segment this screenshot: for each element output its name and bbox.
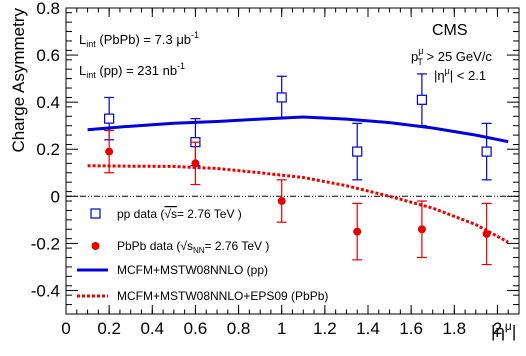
y-tick-label: 0.6 xyxy=(36,46,60,65)
y-tick-label: -0.4 xyxy=(31,281,60,300)
points-layer xyxy=(104,73,492,266)
eta-cut-rest: | < 2.1 xyxy=(450,68,486,83)
legend-marker-pp xyxy=(90,208,101,219)
marker-square xyxy=(276,92,287,103)
x-tick-label: 0.2 xyxy=(97,319,121,338)
pbpb-data-point xyxy=(276,179,287,223)
legend-marker-pbpb xyxy=(91,242,100,250)
x-tick-label: 0.4 xyxy=(140,319,164,338)
legend-pbpb-suffix: = 2.76 TeV ) xyxy=(205,239,270,253)
legend-label-pp: pp data (√s= 2.76 TeV ) xyxy=(117,207,242,221)
x-tick-label: 1.8 xyxy=(442,319,466,338)
pp-data-point xyxy=(276,75,287,120)
curve-layer xyxy=(87,115,509,244)
pbpb-data-point xyxy=(416,200,427,259)
experiment-label: CMS xyxy=(432,22,468,39)
legend-pbpb-sqrt: √s xyxy=(180,239,193,253)
x-axis-title-eta: η xyxy=(495,322,504,341)
marker-circle xyxy=(482,229,491,238)
eta-cut-bar-left: |η xyxy=(434,68,445,83)
pbpb-data-point xyxy=(190,141,201,186)
legend-pp-suffix: = 2.76 TeV ) xyxy=(177,207,242,221)
pbpb-data-point xyxy=(481,202,492,266)
legend-pp-sqrt: √s xyxy=(164,207,177,221)
marker-circle xyxy=(105,147,114,156)
marker-square xyxy=(352,146,363,157)
x-axis-title-bar-left: | xyxy=(491,322,495,341)
legend: pp data (√s= 2.76 TeV ) PbPb data (√sNN=… xyxy=(77,207,328,303)
pbpb-theory-curve xyxy=(87,164,509,244)
legend-pbpb-prefix: PbPb data ( xyxy=(117,239,180,253)
marker-square xyxy=(104,113,115,124)
x-tick-label: 1.2 xyxy=(313,319,337,338)
marker-square xyxy=(416,94,428,105)
y-tick-label: 0.4 xyxy=(36,93,60,112)
x-tick-label: 0 xyxy=(61,319,70,338)
eta-cut-annotation: |ημ| < 2.1 xyxy=(434,66,486,83)
x-axis-title-sup: μ xyxy=(505,319,512,333)
legend-pp-prefix: pp data ( xyxy=(117,207,164,221)
legend-label-pbpb-theory: MCFM+MSTW08NNLO+EPS09 (PbPb) xyxy=(117,289,328,303)
y-tick-label: -0.2 xyxy=(31,234,60,253)
legend-label-pp-theory: MCFM+MSTW08NNLO (pp) xyxy=(117,263,268,277)
y-axis-title: Charge Asymmetry xyxy=(9,8,28,153)
x-tick-label: 1.4 xyxy=(356,319,380,338)
y-tick-label: 0 xyxy=(51,187,60,206)
pt-cut-annotation: pμ T > 25 GeV/c xyxy=(411,46,492,67)
x-tick-label: 0.6 xyxy=(184,319,208,338)
x-axis-title-bar-right: | xyxy=(512,322,516,341)
pbpb-data-point xyxy=(104,129,115,174)
y-tick-label: 0.2 xyxy=(36,140,60,159)
x-tick-label: 2 xyxy=(493,319,502,338)
marker-square xyxy=(481,146,492,157)
lumi-pp-annotation: Lint (pp) = 231 nb-1 xyxy=(79,61,185,80)
pp-data-point xyxy=(352,122,363,181)
x-tick-label: 0.8 xyxy=(227,319,251,338)
marker-circle xyxy=(191,159,200,168)
lumi-pbpb-annotation: Lint (PbPb) = 7.3 μb-1 xyxy=(79,30,199,49)
legend-label-pbpb: PbPb data (√sNN= 2.76 TeV ) xyxy=(117,239,269,255)
pp-data-point xyxy=(481,122,492,181)
marker-circle xyxy=(417,225,426,234)
y-tick-label: 0.8 xyxy=(36,0,60,18)
tick-layer: 0 0.2 0.4 0.6 0.8 1 1.2 1.4 1.6 1.8 2 -0.4 -0.2 0 0.2 0… xyxy=(31,0,520,338)
marker-circle xyxy=(277,197,286,206)
x-tick-label: 1.6 xyxy=(399,319,423,338)
marker-circle xyxy=(353,227,362,236)
legend-pbpb-sub: NN xyxy=(193,246,205,255)
x-tick-label: 1 xyxy=(277,319,286,338)
eta-cut-sup: μ xyxy=(445,66,450,76)
x-axis-title: |ημ| xyxy=(491,319,516,341)
pp-theory-curve xyxy=(87,115,509,144)
pp-data-point xyxy=(416,73,428,127)
pbpb-data-point xyxy=(352,202,363,261)
